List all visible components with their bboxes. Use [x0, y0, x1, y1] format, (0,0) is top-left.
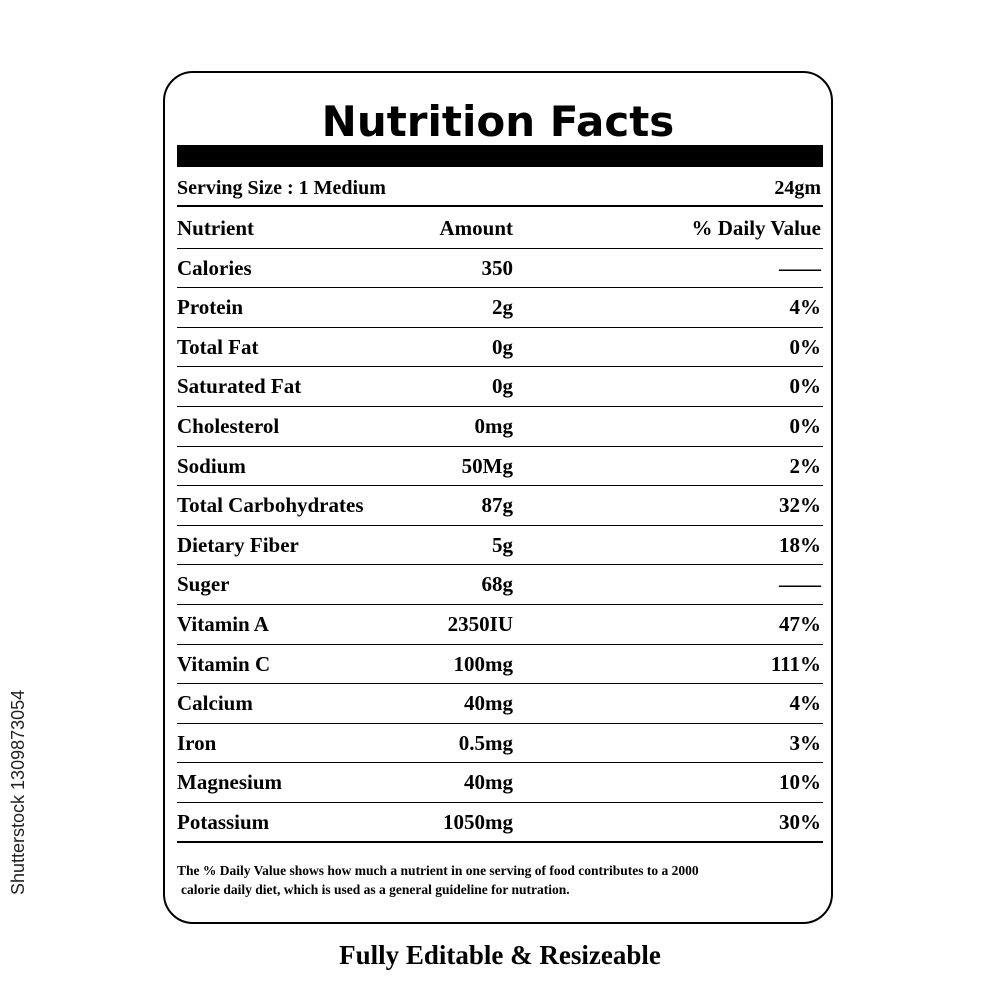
serving-row: Serving Size : 1 Medium 24gm	[177, 173, 823, 207]
footnote: The % Daily Value shows how much a nutri…	[177, 861, 823, 899]
table-row: Potassium 1050mg 30%	[177, 803, 823, 843]
table-row: Calcium 40mg 4%	[177, 684, 823, 724]
table-row: Calories 350 ——	[177, 249, 823, 289]
caption: Fully Editable & Resizeable	[339, 940, 661, 970]
table-row: Sodium 50Mg 2%	[177, 447, 823, 487]
nutrient-name: Dietary Fiber	[177, 532, 299, 557]
nutrient-name: Vitamin C	[177, 651, 271, 676]
nutrient-daily-value: 18%	[779, 532, 821, 557]
table-row: Vitamin C 100mg 111%	[177, 645, 823, 685]
nutrient-name: Total Carbohydrates	[177, 493, 364, 518]
nutrient-amount: 0g	[492, 334, 513, 359]
table-row: Suger 68g ——	[177, 565, 823, 605]
nutrient-daily-value: 47%	[779, 611, 821, 636]
table-row: Magnesium 40mg 10%	[177, 763, 823, 803]
nutrient-amount: 87g	[481, 493, 514, 518]
nutrient-amount: 5g	[492, 532, 513, 557]
nutrient-amount: 2g	[492, 295, 513, 320]
table-row: Protein 2g 4%	[177, 288, 823, 328]
nutrient-amount: 0.5mg	[458, 730, 513, 755]
nutrient-amount: 40mg	[464, 691, 513, 716]
nutrient-name: Iron	[177, 730, 217, 755]
nutrient-daily-value: 30%	[779, 809, 821, 834]
nutrient-daily-value: 4%	[789, 295, 822, 320]
nutrient-amount: 100mg	[453, 651, 514, 676]
nutrient-name: Total Fat	[177, 334, 259, 359]
nutrient-amount: 2350IU	[447, 611, 513, 636]
table-row: Vitamin A 2350IU 47%	[177, 605, 823, 645]
table-row: Total Fat 0g 0%	[177, 328, 823, 368]
nutrient-daily-value: ——	[779, 572, 821, 597]
nutrient-daily-value: 0%	[789, 413, 822, 438]
stock-id-text: Shutterstock 1309873054	[8, 689, 28, 895]
footnote-line-2: calorie daily diet, which is used as a g…	[181, 882, 570, 897]
nutrient-daily-value: 3%	[789, 730, 822, 755]
label-title: Nutrition Facts	[321, 97, 675, 146]
nutrient-daily-value: 0%	[789, 374, 822, 399]
nutrient-table: Nutrient Amount % Daily Value Calories 35…	[177, 209, 823, 843]
nutrient-daily-value: 10%	[779, 770, 821, 795]
serving-weight: 24gm	[774, 177, 821, 199]
nutrient-name: Calories	[177, 255, 252, 280]
nutrient-amount: 0mg	[474, 413, 514, 438]
table-row: Dietary Fiber 5g 18%	[177, 526, 823, 566]
serving-size: Serving Size : 1 Medium	[177, 177, 386, 199]
nutrient-daily-value: 2%	[789, 453, 822, 478]
nutrition-label: Nutrition Facts Serving Size : 1 Medium …	[163, 71, 833, 924]
nutrient-amount: 40mg	[464, 770, 513, 795]
nutrient-name: Protein	[177, 295, 244, 320]
header-nutrient: Nutrient	[177, 216, 254, 240]
nutrient-daily-value: 4%	[789, 691, 822, 716]
header-daily-value: % Daily Value	[691, 216, 821, 240]
nutrient-name: Sodium	[177, 453, 246, 478]
nutrient-name: Vitamin A	[177, 611, 269, 636]
nutrient-amount: 0g	[492, 374, 513, 399]
nutrient-name: Magnesium	[177, 770, 282, 795]
nutrient-name: Calcium	[177, 691, 253, 716]
table-row: Iron 0.5mg 3%	[177, 724, 823, 764]
table-row: Total Carbohydrates 87g 32%	[177, 486, 823, 526]
nutrient-amount: 68g	[481, 572, 514, 597]
nutrient-daily-value: 32%	[779, 493, 821, 518]
nutrient-name: Saturated Fat	[177, 374, 302, 399]
footnote-line-1: The % Daily Value shows how much a nutri…	[177, 863, 699, 878]
table-row: Cholesterol 0mg 0%	[177, 407, 823, 447]
nutrient-name: Potassium	[177, 809, 270, 834]
nutrient-amount: 1050mg	[443, 809, 513, 834]
nutrient-daily-value: 0%	[789, 334, 822, 359]
title-divider-bar	[177, 145, 823, 167]
table-header-row: Nutrient Amount % Daily Value	[177, 209, 823, 249]
nutrient-name: Suger	[177, 572, 230, 597]
nutrient-amount: 350	[481, 255, 514, 280]
table-row: Saturated Fat 0g 0%	[177, 367, 823, 407]
header-amount: Amount	[439, 216, 513, 240]
nutrient-daily-value: 111%	[770, 651, 821, 676]
nutrient-amount: 50Mg	[461, 453, 513, 478]
nutrient-daily-value: ——	[779, 255, 821, 280]
nutrient-name: Cholesterol	[177, 413, 280, 438]
